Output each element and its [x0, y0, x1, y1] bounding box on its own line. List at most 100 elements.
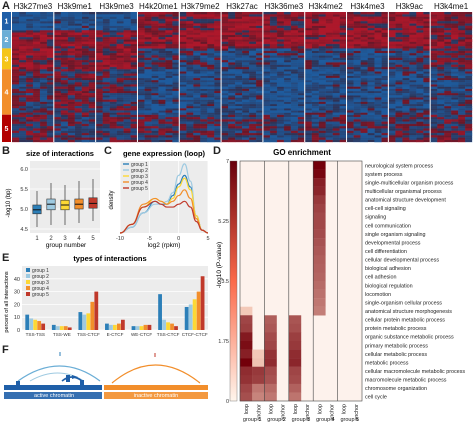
heatmap-cell — [242, 86, 250, 89]
heatmap-cell — [81, 37, 89, 40]
heatmap-cell — [137, 88, 145, 92]
heatmap-cell — [311, 93, 319, 96]
heatmap-cell — [179, 128, 187, 131]
heatmap-cell — [416, 108, 424, 111]
heatmap-cell — [193, 27, 201, 31]
heatmap-cell — [165, 14, 173, 17]
heatmap-cell — [290, 88, 299, 92]
heatmap-cell — [109, 16, 117, 20]
heatmap-cell — [151, 110, 159, 113]
heatmap-cell — [465, 32, 473, 36]
heatmap-cell — [25, 106, 34, 109]
go-column-label: anchor — [256, 404, 262, 421]
heatmap-cell — [458, 66, 466, 70]
heatmap-cell — [367, 95, 375, 98]
heatmap-cell — [102, 73, 110, 76]
ctcf-site-left — [16, 381, 20, 385]
heatmap-cell — [311, 59, 319, 63]
heatmap-cell — [353, 46, 361, 49]
heatmap-cell — [116, 21, 124, 24]
heatmap-cell — [304, 114, 312, 118]
heatmap-cell — [332, 110, 340, 113]
heatmap-cell — [402, 64, 410, 68]
heatmap-cell — [60, 114, 69, 118]
go-term-label: anatomical structure morphogenesis — [365, 309, 452, 315]
heatmap-cell — [451, 112, 459, 115]
heatmap-cell — [437, 16, 445, 20]
heatmap-cell — [290, 43, 299, 47]
heatmap-cell — [458, 106, 466, 109]
heatmap-cell — [186, 114, 194, 118]
heatmap-cell — [444, 12, 452, 15]
panel-b-ylabel: -log10 (bp) — [6, 188, 12, 217]
heatmap-cell — [311, 101, 319, 105]
heatmap-cell — [290, 55, 299, 58]
heatmap-cell — [311, 130, 319, 134]
heatmap-cell — [137, 43, 145, 47]
heatmap-cell — [67, 53, 76, 56]
heatmap-cell — [451, 119, 459, 122]
heatmap-cell — [32, 32, 41, 36]
heatmap-cell — [332, 84, 340, 87]
heatmap-cell — [290, 139, 299, 143]
heatmap-cell — [339, 106, 347, 109]
heatmap-cell — [81, 97, 89, 100]
heatmap-cell — [402, 46, 410, 49]
heatmap-cell — [381, 62, 389, 65]
heatmap-cell — [255, 114, 264, 118]
heatmap-cell — [269, 126, 278, 129]
heatmap-cell — [81, 121, 89, 125]
heatmap-cell — [437, 103, 445, 107]
heatmap-cell — [67, 82, 76, 85]
heatmap-cell — [32, 25, 41, 29]
heatmap-cell — [409, 123, 417, 127]
heatmap-cell — [74, 18, 82, 22]
heatmap-cell — [109, 108, 117, 111]
heatmap-cell — [172, 59, 180, 63]
heatmap-cell — [60, 84, 69, 87]
heatmap-cell — [395, 77, 403, 81]
heatmap-cell — [53, 23, 62, 26]
heatmap-cell — [332, 50, 340, 54]
heatmap-cell — [318, 119, 326, 122]
heatmap-cell — [255, 64, 264, 68]
heatmap-cell — [137, 103, 145, 107]
heatmap-cell — [458, 16, 466, 20]
heatmap-cell — [290, 34, 299, 38]
heatmap-cell — [130, 75, 138, 79]
heatmap-cell — [186, 139, 194, 143]
heatmap-cell — [381, 97, 389, 100]
heatmap-cell — [311, 77, 319, 81]
heatmap-cell — [290, 116, 299, 120]
heatmap-cell — [32, 43, 41, 47]
heatmap-cell — [451, 66, 459, 70]
heatmap-cell — [46, 57, 55, 61]
heatmap-cell — [165, 48, 173, 52]
heatmap-cell — [74, 34, 82, 38]
heatmap-cell — [444, 30, 452, 33]
heatmap-column-label: H3k4me1 — [434, 2, 469, 11]
heatmap-cell — [346, 90, 354, 94]
heatmap-cell — [130, 128, 138, 131]
heatmap-cell — [144, 64, 152, 68]
heatmap-cell — [32, 137, 41, 141]
heatmap-cell — [228, 30, 236, 33]
heatmap-cell — [235, 46, 243, 49]
heatmap-cell — [423, 34, 431, 38]
heatmap-cell — [235, 62, 243, 65]
heatmap-cell — [242, 128, 250, 131]
heatmap-cell — [325, 48, 333, 52]
heatmap-cell — [53, 69, 62, 72]
heatmap-cell — [88, 139, 96, 143]
heatmap-cell — [325, 69, 333, 72]
heatmap-cell — [46, 71, 55, 74]
heatmap-cell — [465, 75, 473, 79]
heatmap-cell — [214, 121, 222, 125]
heatmap-cell — [200, 41, 208, 45]
heatmap-cell — [39, 50, 48, 54]
heatmap-cell — [318, 73, 326, 76]
heatmap-cell — [318, 53, 326, 56]
heatmap-cell — [269, 25, 278, 29]
heatmap-cell — [53, 132, 62, 136]
heatmap-cell — [465, 116, 473, 120]
